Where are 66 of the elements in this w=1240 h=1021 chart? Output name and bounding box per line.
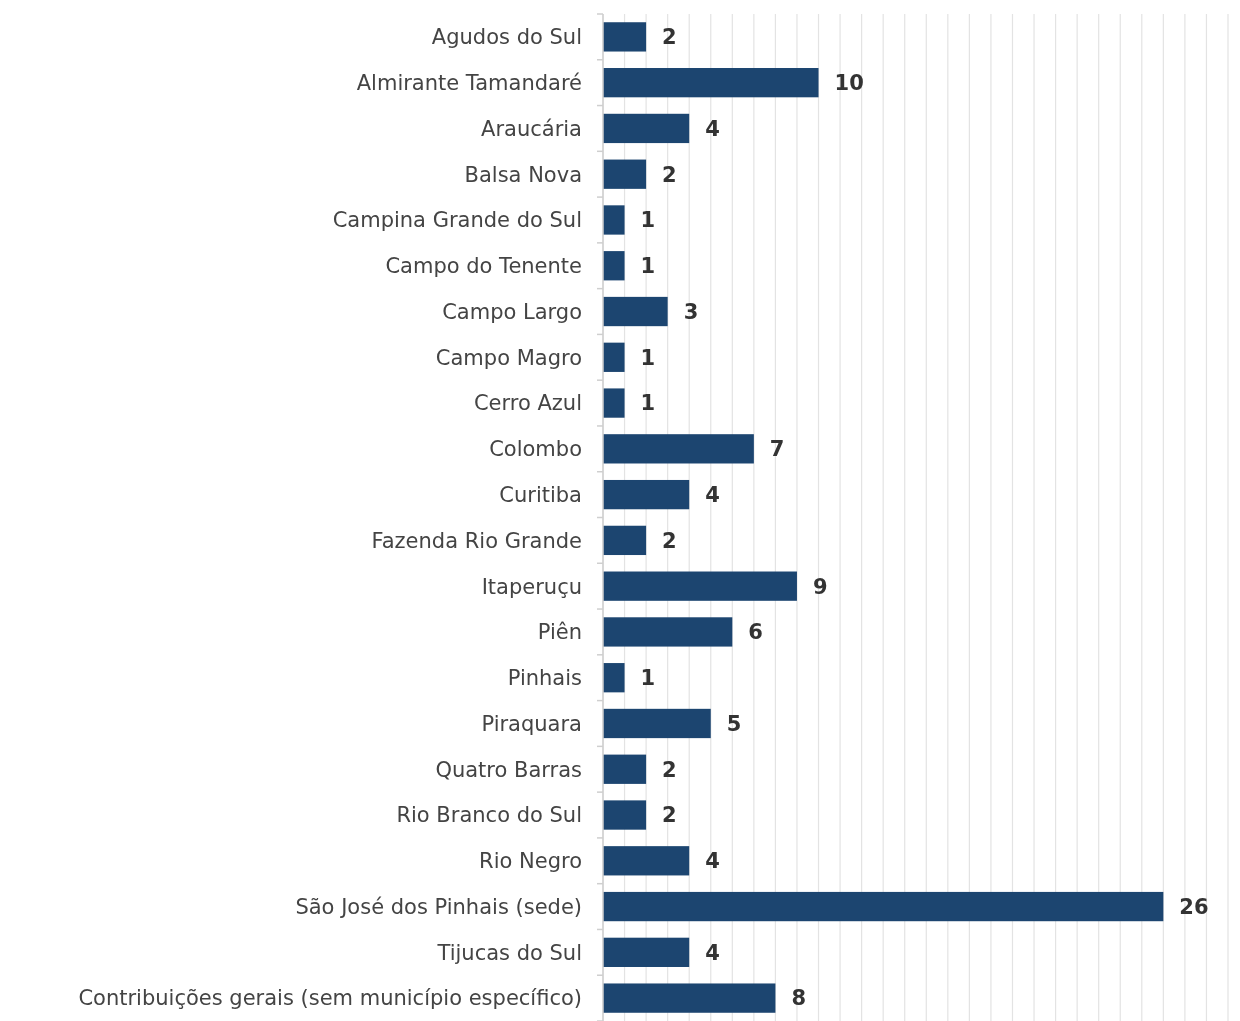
data-label: 2 xyxy=(662,757,677,782)
y-tick-label: Cerro Azul xyxy=(473,391,582,416)
bar xyxy=(603,891,1164,922)
bar xyxy=(603,205,625,235)
data-label: 2 xyxy=(662,25,677,50)
y-tick-label: Campo Largo xyxy=(442,299,582,324)
data-label: 1 xyxy=(640,208,656,233)
y-tick-label: Balsa Nova xyxy=(464,162,582,187)
y-tick-label: Curitiba xyxy=(499,482,582,507)
bar xyxy=(603,983,776,1013)
data-label: 2 xyxy=(662,803,677,828)
bar xyxy=(603,800,647,830)
data-label: 10 xyxy=(834,71,864,96)
data-label: 5 xyxy=(726,711,742,736)
data-label: 9 xyxy=(812,574,828,599)
data-label: 1 xyxy=(640,345,656,370)
y-tick-label: Quatro Barras xyxy=(435,757,582,782)
y-tick-label: Campo Magro xyxy=(435,345,582,370)
data-label: 6 xyxy=(748,620,763,645)
bar xyxy=(603,525,647,556)
data-label: 26 xyxy=(1179,894,1209,919)
bar xyxy=(603,159,647,189)
y-tick-label: Pinhais xyxy=(507,666,582,691)
y-tick-label: Almirante Tamandaré xyxy=(356,71,582,96)
data-label: 1 xyxy=(640,254,656,279)
data-label: 2 xyxy=(662,528,677,553)
data-label: 8 xyxy=(791,986,807,1011)
y-tick-label: Rio Negro xyxy=(479,849,582,874)
data-label: 7 xyxy=(769,437,785,462)
bar xyxy=(603,754,647,784)
data-label: 4 xyxy=(705,116,720,141)
bar xyxy=(603,846,690,876)
data-label: 4 xyxy=(705,482,720,507)
y-tick-label: Araucária xyxy=(481,116,582,141)
bar xyxy=(603,571,797,601)
y-tick-label: Fazenda Rio Grande xyxy=(371,528,582,553)
data-label: 1 xyxy=(640,391,656,416)
bar xyxy=(603,434,754,464)
bar xyxy=(603,617,733,647)
y-tick-label: Itaperuçu xyxy=(481,574,582,599)
y-tick-label: Contribuições gerais (sem município específico) xyxy=(78,986,582,1011)
y-tick-label: Rio Branco do Sul xyxy=(396,803,582,828)
bar xyxy=(603,388,625,418)
y-tick-label: São José dos Pinhais (sede) xyxy=(295,894,582,919)
bar xyxy=(603,68,819,98)
bar xyxy=(603,296,668,327)
bar xyxy=(603,479,690,510)
data-label: 4 xyxy=(705,940,720,965)
bar xyxy=(603,22,647,52)
data-label: 4 xyxy=(705,849,720,874)
bar xyxy=(603,663,625,693)
y-tick-label: Piên xyxy=(537,620,582,645)
y-tick-label: Piraquara xyxy=(481,711,582,736)
data-label: 3 xyxy=(683,299,699,324)
data-label: 2 xyxy=(662,162,677,187)
y-tick-label: Campo do Tenente xyxy=(385,254,582,279)
y-tick-label: Agudos do Sul xyxy=(431,25,582,50)
bar xyxy=(603,342,625,372)
bar xyxy=(603,937,690,967)
bar xyxy=(603,708,711,739)
data-label: 1 xyxy=(640,666,656,691)
y-tick-label: Campina Grande do Sul xyxy=(332,208,582,233)
y-tick-label: Tijucas do Sul xyxy=(436,940,582,965)
bar xyxy=(603,251,625,281)
bar xyxy=(603,113,690,144)
y-tick-label: Colombo xyxy=(489,437,582,462)
